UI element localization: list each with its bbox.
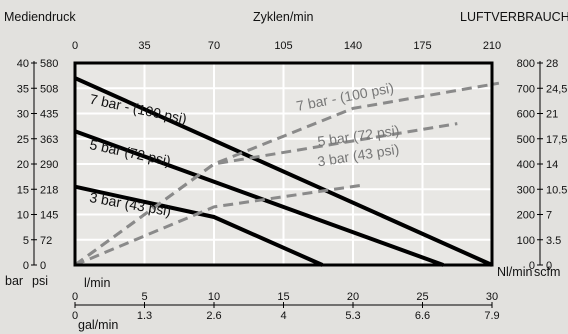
nlmin-tick-label: 200	[517, 210, 535, 222]
psi-tick-label: 508	[40, 83, 58, 95]
scfm-tick-label: 0	[546, 260, 552, 272]
nlmin-tick-label: 100	[517, 235, 535, 247]
plot-frame	[73, 61, 494, 267]
air-consumption-line	[74, 184, 361, 267]
scfm-tick-label: 21	[546, 109, 558, 121]
scfm-tick-label: 3.5	[546, 235, 561, 247]
psi-tick-label: 435	[40, 109, 58, 121]
psi-tick-label: 218	[40, 184, 58, 196]
nlmin-tick-label: 600	[517, 109, 535, 121]
psi-tick-label: 145	[40, 210, 58, 222]
frame-layer	[73, 61, 494, 267]
lmin-tick-label: 20	[347, 291, 359, 303]
scfm-tick-label: 24,5	[546, 83, 567, 95]
nlmin-axis-label: Nl/min	[497, 265, 532, 279]
scfm-tick-label: 10.5	[546, 184, 567, 196]
nlmin-tick-label: 700	[517, 83, 535, 95]
psi-tick-label: 580	[40, 58, 58, 70]
psi-tick-label: 72	[40, 235, 52, 247]
nlmin-tick-label: 300	[517, 184, 535, 196]
bar-tick-label: 5	[23, 235, 29, 247]
curve-layer	[74, 76, 500, 267]
pressure-line	[74, 184, 324, 267]
psi-axis-label: psi	[32, 274, 48, 288]
bar-tick-label: 35	[17, 83, 29, 95]
top-tick-label: 175	[413, 40, 431, 52]
scfm-axis-label: scfm	[534, 265, 560, 279]
psi-tick-label: 290	[40, 159, 58, 171]
pressure-line	[74, 129, 444, 267]
bar-tick-label: 40	[17, 58, 29, 70]
scfm-tick-label: 7	[546, 210, 552, 222]
galmin-axis-label: gal/min	[78, 318, 118, 332]
top-tick-label: 0	[72, 40, 78, 52]
lmin-tick-label: 5	[141, 291, 147, 303]
galmin-tick-label: 5.3	[345, 310, 360, 322]
bar-axis-label: bar	[5, 274, 23, 288]
galmin-tick-label: 0	[72, 310, 78, 322]
psi-tick-label: 363	[40, 134, 58, 146]
lmin-tick-label: 30	[486, 291, 498, 303]
nlmin-tick-label: 0	[529, 260, 535, 272]
top-tick-label: 35	[138, 40, 150, 52]
galmin-tick-label: 4	[280, 310, 286, 322]
galmin-tick-label: 2.6	[206, 310, 221, 322]
psi-tick-label: 0	[40, 260, 46, 272]
top-tick-label: 140	[344, 40, 362, 52]
galmin-tick-label: 1.3	[137, 310, 152, 322]
chart-header-center: Zyklen/min	[253, 10, 314, 24]
air-consumption-line	[74, 122, 458, 267]
chart-header-left: Mediendruck	[4, 10, 76, 24]
galmin-tick-label: 7.9	[484, 310, 499, 322]
nlmin-tick-label: 800	[517, 58, 535, 70]
pressure-line	[74, 76, 493, 267]
scfm-tick-label: 14	[546, 159, 558, 171]
top-tick-label: 210	[483, 40, 501, 52]
lmin-axis-label: l/min	[84, 276, 110, 290]
lmin-tick-label: 0	[72, 291, 78, 303]
nlmin-tick-label: 400	[517, 159, 535, 171]
lmin-tick-label: 10	[208, 291, 220, 303]
bar-tick-label: 10	[17, 210, 29, 222]
scfm-tick-label: 17,5	[546, 134, 567, 146]
lmin-tick-label: 15	[277, 291, 289, 303]
nlmin-tick-label: 500	[517, 134, 535, 146]
galmin-tick-label: 6.6	[415, 310, 430, 322]
chart-header-right: LUFTVERBRAUCH	[460, 10, 568, 24]
top-tick-label: 105	[274, 40, 292, 52]
top-tick-label: 70	[208, 40, 220, 52]
scfm-tick-label: 28	[546, 58, 558, 70]
bar-tick-label: 0	[23, 260, 29, 272]
bar-tick-label: 25	[17, 134, 29, 146]
bar-tick-label: 20	[17, 159, 29, 171]
grid-layer	[75, 63, 492, 265]
bar-tick-label: 15	[17, 184, 29, 196]
bar-tick-label: 30	[17, 109, 29, 121]
lmin-tick-label: 25	[416, 291, 428, 303]
